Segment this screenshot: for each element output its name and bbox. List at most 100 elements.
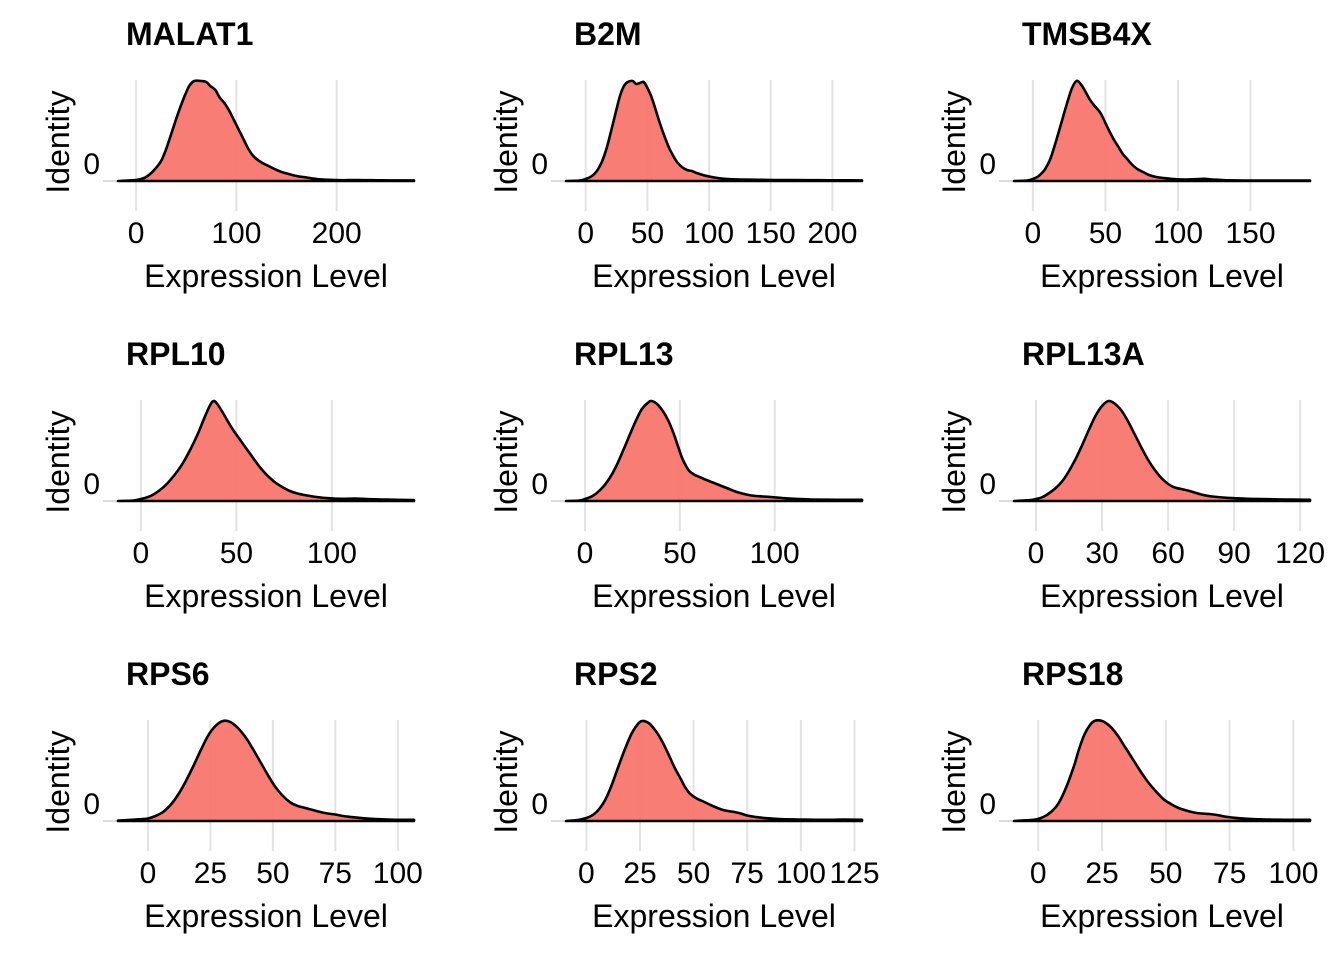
panel-title: RPL13A [1022,336,1145,372]
x-tick-label: 0 [128,217,145,250]
x-tick-label: 150 [746,217,796,250]
y-tick-label: 0 [531,468,548,501]
x-tick-label: 50 [220,537,253,570]
panel-title: RPL10 [126,336,226,372]
x-tick-label: 200 [807,217,857,250]
x-axis-title: Expression Level [592,258,836,294]
y-axis-title: Identity [936,730,972,834]
y-axis-title: Identity [936,90,972,194]
density-curve [1012,399,1312,503]
density-plot-canvas: 0 25 50 75 100 125 [551,719,880,890]
x-tick-label: 25 [623,857,656,890]
density-plot-canvas: 0 25 50 75 100 [103,719,423,890]
x-tick-label: 100 [750,537,800,570]
x-tick-label: 25 [1085,857,1118,890]
x-tick-label: 90 [1217,537,1250,570]
x-tick-label: 25 [194,857,227,890]
density-plot-canvas: 0 50 100 [103,399,416,570]
density-curve [116,399,416,503]
x-axis-title: Expression Level [592,578,836,614]
x-tick-label: 100 [307,537,357,570]
y-tick-label: 0 [979,148,996,181]
x-tick-label: 30 [1085,537,1118,570]
y-axis-title: Identity [40,730,76,834]
density-plot-canvas: 0 50 100 [551,399,864,570]
ridge-panel-rps18: 0 25 50 75 100 RPS18 Identity 0 Expression L… [896,640,1344,960]
y-tick-label: 0 [83,468,100,501]
density-plot-canvas: 0 100 200 [103,79,416,250]
y-tick-label: 0 [979,468,996,501]
x-axis-title: Expression Level [1040,898,1284,934]
density-curve [1012,79,1312,183]
density-plot-canvas: 0 25 50 75 100 [999,719,1318,890]
y-axis-title: Identity [488,730,524,834]
x-tick-label: 75 [319,857,352,890]
x-tick-label: 100 [1268,857,1318,890]
x-axis-title: Expression Level [592,898,836,934]
x-tick-label: 100 [684,217,734,250]
x-tick-label: 100 [1153,217,1203,250]
ridge-panel-rps6: 0 25 50 75 100 RPS6 Identity 0 Expression Le… [0,640,448,960]
x-tick-label: 150 [1225,217,1275,250]
density-curve [564,79,864,183]
x-axis-title: Expression Level [144,898,388,934]
y-tick-label: 0 [531,788,548,821]
y-axis-title: Identity [40,410,76,514]
x-tick-label: 50 [631,217,664,250]
ridge-panel-rps2: 0 25 50 75 100 125 RPS2 Identity 0 Expression… [448,640,896,960]
y-axis-title: Identity [40,90,76,194]
x-tick-label: 125 [829,857,879,890]
density-plot-canvas: 0 50 100 150 200 [551,79,864,250]
x-axis-title: Expression Level [1040,578,1284,614]
panel-title: RPS6 [126,656,210,692]
x-tick-label: 50 [663,537,696,570]
panel-title: MALAT1 [126,16,254,52]
x-tick-label: 0 [577,217,594,250]
x-tick-label: 75 [731,857,764,890]
density-plot-canvas: 0 50 100 150 [999,79,1312,250]
ridge-panel-rpl10: 0 50 100 RPL10 Identity 0 Expression Level [0,320,448,640]
x-tick-label: 0 [1030,857,1047,890]
x-tick-label: 0 [1028,537,1045,570]
x-tick-label: 0 [577,537,594,570]
density-curve [564,399,864,503]
x-tick-label: 200 [312,217,362,250]
x-axis-title: Expression Level [144,578,388,614]
panel-title: TMSB4X [1022,16,1152,52]
panel-title: RPS18 [1022,656,1124,692]
y-tick-label: 0 [83,148,100,181]
ridge-panel-tmsb4x: 0 50 100 150 TMSB4X Identity 0 Expression L… [896,0,1344,320]
panel-title: RPL13 [574,336,674,372]
x-tick-label: 100 [776,857,826,890]
density-curve [116,79,416,183]
ridge-panel-rpl13a: 0 30 60 90 120 RPL13A Identity 0 Expression … [896,320,1344,640]
y-axis-title: Identity [936,410,972,514]
x-tick-label: 0 [133,537,150,570]
x-tick-label: 50 [1089,217,1122,250]
x-tick-label: 50 [1149,857,1182,890]
x-axis-title: Expression Level [1040,258,1284,294]
x-tick-label: 100 [373,857,423,890]
ridge-panel-rpl13: 0 50 100 RPL13 Identity 0 Expression Level [448,320,896,640]
x-axis-title: Expression Level [144,258,388,294]
y-tick-label: 0 [531,148,548,181]
y-tick-label: 0 [979,788,996,821]
x-tick-label: 120 [1275,537,1325,570]
x-tick-label: 100 [211,217,261,250]
ridge-panel-b2m: 0 50 100 150 200 B2M Identity 0 Expression L… [448,0,896,320]
density-curve [116,719,416,823]
density-curve [1012,719,1312,823]
x-tick-label: 75 [1213,857,1246,890]
density-curve [564,719,864,823]
y-axis-title: Identity [488,90,524,194]
ridge-panel-malat1: 0 100 200 MALAT1 Identity 0 Expression Lev… [0,0,448,320]
x-tick-label: 0 [578,857,595,890]
x-tick-label: 60 [1151,537,1184,570]
y-tick-label: 0 [83,788,100,821]
density-plot-canvas: 0 30 60 90 120 [999,399,1325,570]
panel-title: RPS2 [574,656,658,692]
x-tick-label: 50 [677,857,710,890]
x-tick-label: 0 [140,857,157,890]
x-tick-label: 0 [1025,217,1042,250]
